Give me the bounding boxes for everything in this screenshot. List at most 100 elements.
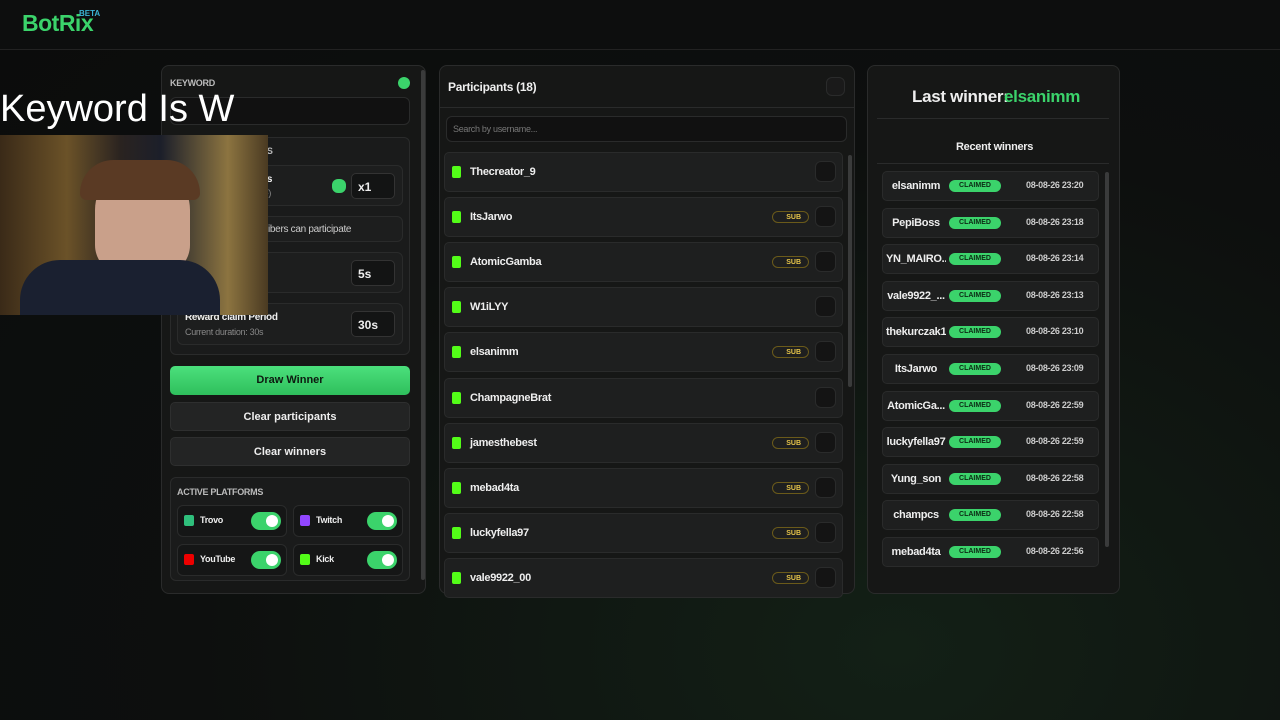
toggle[interactable] — [367, 551, 397, 569]
kick-icon — [452, 436, 461, 449]
winner-time: 08-08-26 23:18 — [1026, 216, 1084, 227]
button[interactable]: Clear winners — [170, 437, 410, 466]
scrollbar — [421, 70, 425, 580]
toggle[interactable] — [251, 512, 281, 530]
last-winner-name: elsanimm — [1004, 87, 1081, 106]
select[interactable]: x1 — [351, 173, 395, 199]
participant-row — [444, 377, 843, 418]
delete-button[interactable] — [815, 386, 836, 408]
divider — [440, 107, 854, 108]
winner-time: 08-08-26 22:58 — [1026, 472, 1084, 483]
winner-time: 08-08-26 22:58 — [1026, 509, 1084, 520]
status-badge: CLAIMED — [949, 363, 1001, 375]
platform-name: Kick — [316, 554, 334, 564]
participant-name: Thecreator_9 — [470, 166, 536, 178]
button[interactable]: Clear participants — [170, 402, 410, 431]
winner-name: ItsJarwo — [894, 363, 938, 375]
status-badge: CLAIMED — [949, 546, 1001, 558]
kick-icon — [452, 256, 461, 269]
winner-name: YN_MAIRO... — [886, 253, 946, 266]
divider — [877, 163, 1109, 164]
webcam-hair — [80, 160, 200, 200]
participant-name: ItsJarwo — [470, 211, 513, 224]
kick-icon — [452, 481, 461, 494]
platform-icon — [184, 515, 194, 526]
winner-name: elsanimm — [891, 180, 941, 192]
winner-time: 08-08-26 22:59 — [1026, 399, 1084, 410]
kick-icon — [452, 526, 461, 539]
winner-time: 08-08-26 23:10 — [1026, 326, 1084, 337]
kick-icon — [452, 346, 461, 359]
participant-name: elsanimm — [470, 346, 519, 359]
delete-button[interactable] — [815, 206, 836, 228]
delete-button[interactable] — [815, 251, 836, 273]
subtitle: Recent winners — [956, 141, 1034, 153]
beta-badge: BETA — [79, 9, 101, 18]
kick-icon — [452, 166, 461, 178]
toggle[interactable] — [251, 551, 281, 569]
info-icon — [398, 77, 410, 89]
winner-name: mebad4ta — [891, 546, 941, 558]
toggle[interactable] — [367, 512, 397, 530]
participant-name: vale9922_00 — [470, 571, 531, 584]
participant-name: jamesthebest — [470, 436, 537, 449]
participant-name: W1iLYY — [470, 301, 509, 314]
text: Reward claim Period — [185, 312, 278, 323]
status-badge: CLAIMED — [949, 509, 1001, 522]
platform-icon — [300, 554, 310, 565]
sub-badge: SUB — [772, 436, 809, 449]
participant-row — [444, 152, 843, 192]
kick-icon — [452, 211, 461, 224]
webcam-shirt — [20, 260, 220, 315]
status-badge: CLAIMED — [949, 253, 1001, 266]
search-input[interactable] — [446, 116, 847, 142]
status-badge: CLAIMED — [949, 180, 1001, 192]
delete-button[interactable] — [815, 161, 836, 182]
winner-row — [882, 354, 1099, 384]
winner-time: 08-08-26 23:14 — [1026, 253, 1084, 264]
winner-name: Yung_son — [890, 472, 942, 485]
delete-button[interactable] — [815, 431, 836, 453]
winner-time: 08-08-26 22:59 — [1026, 436, 1084, 447]
platform-name: Trovo — [200, 515, 224, 525]
label: KEYWORD — [170, 78, 215, 88]
divider — [877, 118, 1109, 119]
copy-button[interactable] — [826, 77, 845, 96]
sub-badge: SUB — [772, 346, 809, 359]
info-icon — [332, 179, 346, 193]
last-winner-label: Last winner: — [912, 87, 1009, 106]
sub-badge: SUB — [772, 256, 809, 269]
scrollbar — [1105, 172, 1109, 547]
sub-badge: SUB — [772, 211, 809, 224]
header: BotRix BETA — [0, 0, 1280, 50]
platform-icon — [184, 554, 194, 565]
select[interactable]: 5s — [351, 260, 395, 286]
delete-button[interactable] — [815, 476, 836, 498]
delete-button[interactable] — [815, 296, 836, 318]
delete-button[interactable] — [815, 341, 836, 363]
status-badge: CLAIMED — [949, 289, 1001, 302]
select[interactable]: 30s — [351, 311, 395, 337]
kick-icon — [452, 301, 461, 314]
logo[interactable]: BotRix — [22, 10, 94, 36]
winner-name: champcs — [893, 509, 939, 522]
kick-icon — [452, 391, 461, 404]
label: ACTIVE PLATFORMS — [177, 487, 264, 497]
status-badge: CLAIMED — [949, 216, 1001, 229]
winner-name: luckyfella97 — [886, 436, 946, 449]
overlay-text: Keyword Is W — [0, 88, 235, 130]
text: ibers can participate — [268, 224, 352, 235]
sub-badge: SUB — [772, 571, 809, 584]
sub-badge: SUB — [772, 481, 809, 494]
delete-button[interactable] — [815, 566, 836, 588]
status-badge: CLAIMED — [949, 436, 1001, 449]
button[interactable]: Draw Winner — [170, 366, 410, 395]
participant-name: luckyfella97 — [470, 526, 529, 539]
keyword-input[interactable] — [170, 97, 410, 125]
platform-icon — [300, 515, 310, 526]
winner-time: 08-08-26 23:09 — [1026, 363, 1084, 373]
webcam-overlay — [0, 135, 268, 315]
delete-button[interactable] — [815, 521, 836, 543]
winner-time: 08-08-26 23:13 — [1026, 289, 1084, 300]
